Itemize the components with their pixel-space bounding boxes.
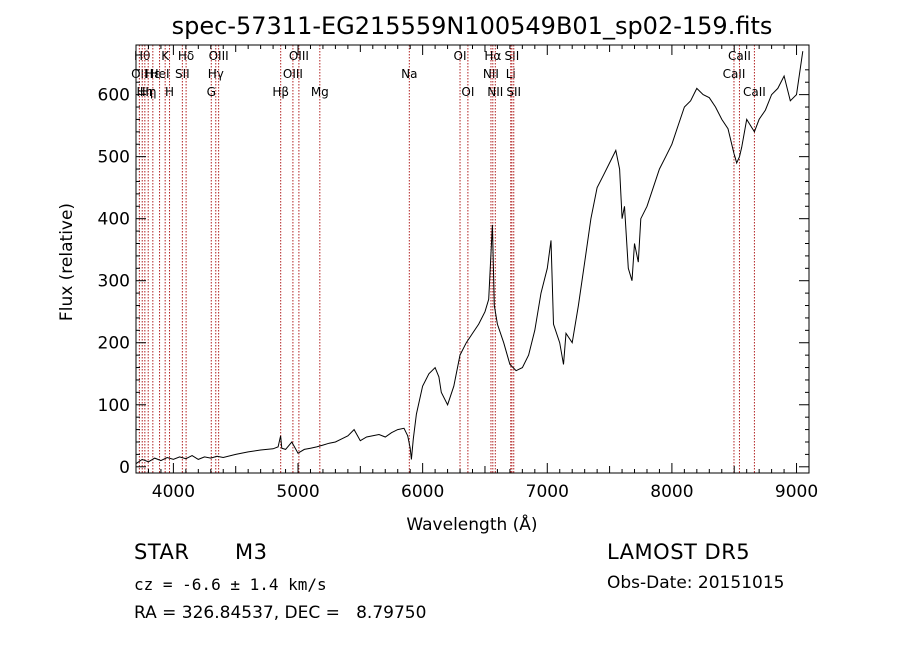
line-marker-label: Hδ [178,49,194,63]
line-marker-label: Hβ [272,85,289,99]
y-tick-label: 0 [119,458,130,478]
coordinates-readout: RA = 326.84537, DEC = 8.79750 [134,603,427,623]
line-marker-label: SII [175,67,190,81]
y-tick-label: 500 [98,148,130,168]
redshift-readout: cz = -6.6 ± 1.4 km/s [134,575,327,594]
line-marker-label: OII [131,67,148,81]
line-marker-label: CaII [723,67,746,81]
y-axis: 0 100 200 300 400 500 600 [98,69,809,478]
line-marker-label: SII [505,49,520,63]
line-marker-label: OIII [209,49,229,63]
line-marker-label: Li [506,67,516,81]
line-marker-label: Na [401,67,417,81]
chart-title: spec-57311-EG215559N100549B01_sp02-159.f… [172,12,773,40]
object-subclass: M3 [235,540,268,564]
x-tick-label: 5000 [276,482,319,502]
line-marker-label: NII [487,85,503,99]
line-marker-label: OI [461,85,474,99]
line-marker-label: HeI [150,67,170,81]
line-marker-label: SII [506,85,521,99]
line-marker-label: CaII [728,49,751,63]
y-tick-label: 400 [98,210,130,230]
line-marker-label: Hη [137,85,154,99]
x-tick-label: 9000 [775,482,818,502]
x-tick-label: 8000 [650,482,693,502]
line-marker-label: Mg [311,85,329,99]
emission-line-markers: OIIHθHηHηHεHeIKHSIIHδGHγOIIIHβOIIIOIIIMg… [131,45,766,473]
plot-frame [135,44,810,474]
y-tick-label: 200 [98,334,130,354]
line-marker-label: Hγ [208,67,224,81]
x-axis: 4000 5000 6000 7000 8000 9000 [147,45,818,502]
object-class: STAR [134,540,190,564]
line-marker-label: G [207,85,216,99]
line-marker-label: Hα [484,49,501,63]
y-axis-label: Flux (relative) [57,203,77,321]
line-marker-label: CaII [743,85,766,99]
survey-name: LAMOST DR5 [607,540,751,564]
line-marker-label: NII [483,67,499,81]
line-marker-label: OIII [289,49,309,63]
y-tick-label: 600 [98,86,130,106]
y-tick-label: 100 [98,396,130,416]
line-marker-label: OIII [283,67,303,81]
observation-date: Obs-Date: 20151015 [607,573,785,593]
spectrum-line [135,51,804,465]
line-marker-label: Hε [145,67,161,81]
x-tick-label: 4000 [152,482,195,502]
x-axis-label: Wavelength (Å) [406,513,537,535]
x-tick-label: 6000 [401,482,444,502]
line-marker-label: Hθ [134,49,150,63]
x-tick-label: 7000 [526,482,569,502]
line-marker-label: H [165,85,174,99]
line-marker-label: K [161,49,170,63]
line-marker-label: Hη [140,85,157,99]
y-tick-label: 300 [98,272,130,292]
line-marker-label: OI [454,49,467,63]
